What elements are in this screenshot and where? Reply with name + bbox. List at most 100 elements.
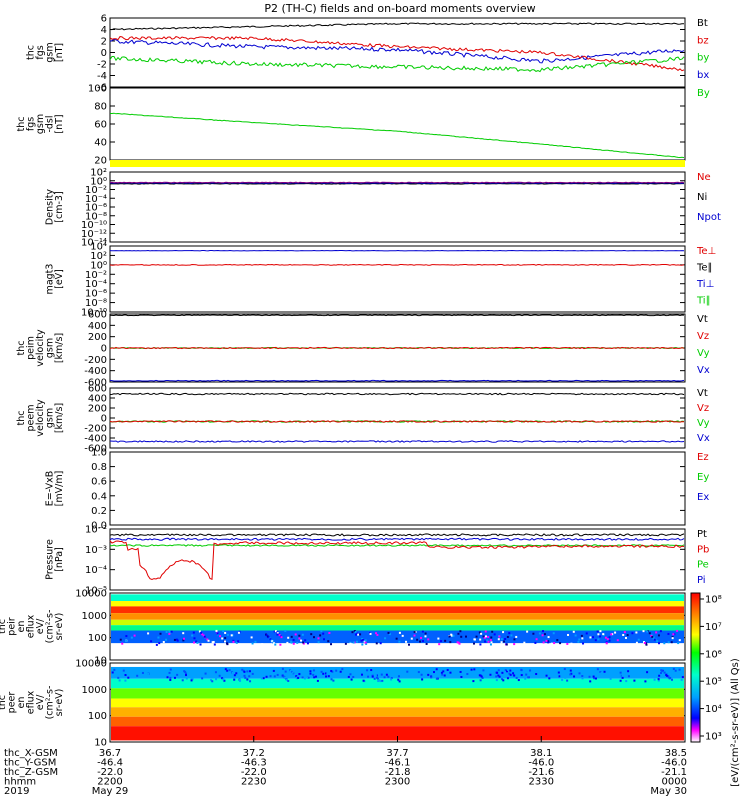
spectrogram-speckle — [233, 678, 236, 681]
spectrogram-speckle — [362, 638, 365, 641]
spectrogram-speckle — [309, 670, 312, 673]
ytick-label: 10⁻⁴ — [85, 565, 107, 576]
series-Vx — [109, 379, 685, 382]
spectrogram-speckle — [323, 638, 326, 641]
spectrogram-speckle — [427, 673, 430, 676]
colorbar-tick-label: 10⁸ — [705, 595, 722, 606]
spectrogram-speckle — [611, 633, 614, 636]
peim-traces — [109, 314, 685, 382]
ytick-label: 10⁻¹⁴ — [81, 238, 107, 249]
spectrogram-speckle — [624, 636, 627, 639]
legend-Vx: Vx — [697, 433, 710, 444]
spectrogram-speckle — [385, 673, 388, 676]
spectrogram-speckle — [278, 634, 281, 637]
spectrogram-speckle — [365, 642, 368, 645]
spectrogram-speckle — [183, 637, 186, 640]
spectrogram-speckle — [253, 667, 256, 670]
spectrogram-speckle — [566, 642, 569, 645]
spectrogram-speckle — [417, 671, 420, 674]
xaxis-value: 2200 — [97, 777, 122, 788]
spectrogram-speckle — [473, 642, 476, 645]
spectrogram-band — [111, 666, 684, 679]
spectrogram-speckle — [339, 670, 342, 673]
spectrogram-speckle — [659, 630, 662, 633]
spectrogram-speckle — [642, 630, 645, 633]
spectrogram-speckle — [631, 632, 634, 635]
spectrogram-speckle — [224, 668, 227, 671]
spectrogram-speckle — [431, 672, 434, 675]
spectrogram-speckle — [449, 641, 452, 644]
ylabel-line: thc — [0, 695, 8, 710]
ylabel-line: sr-eV) — [54, 689, 65, 717]
legend-Ex: Ex — [697, 492, 709, 503]
legend-Ti∥: Ti∥ — [696, 296, 711, 307]
spectrogram-speckle — [535, 638, 538, 641]
spectrogram-speckle — [201, 677, 204, 680]
ytick-label: 0 — [101, 414, 107, 425]
ylabel-line: velocity — [35, 399, 46, 437]
xaxis-value: 36.7 — [99, 748, 121, 759]
ytick-label: -400 — [84, 434, 107, 445]
spectrogram-speckle — [678, 668, 681, 671]
spectrogram-speckle — [327, 675, 330, 678]
spectrogram-speckle — [114, 675, 117, 678]
spectrogram-speckle — [460, 675, 463, 678]
xaxis-row-name: thc_Y-GSM — [4, 758, 56, 769]
spectrogram-speckle — [420, 636, 423, 639]
spectrogram-speckle — [218, 674, 221, 677]
spectrogram-speckle — [504, 638, 507, 641]
spectrogram-speckle — [206, 638, 209, 641]
spectrogram-speckle — [644, 680, 647, 683]
spectrogram-speckle — [274, 630, 277, 633]
ytick-label: 40 — [94, 138, 107, 149]
spectrogram-speckle — [604, 675, 607, 678]
spectrogram-band — [111, 625, 684, 631]
spectrogram-speckle — [332, 679, 335, 682]
legend-bz: bz — [697, 35, 709, 46]
colorbar-scale — [690, 592, 701, 743]
spectrogram-speckle — [398, 631, 401, 634]
spectrogram-speckle — [656, 640, 659, 643]
spectrogram-speckle — [369, 632, 372, 635]
series-by — [109, 56, 685, 73]
spectrogram-speckle — [502, 679, 505, 682]
yellow-flag-bar — [110, 160, 685, 167]
spectrogram-band — [111, 601, 684, 607]
spectrogram-speckle — [405, 640, 408, 643]
spectrogram-speckle — [473, 668, 476, 671]
spectrogram-speckle — [484, 640, 487, 643]
spectrogram-speckle — [501, 671, 504, 674]
spectrogram-speckle — [643, 642, 646, 645]
spectrogram-speckle — [364, 641, 367, 644]
spectrogram-speckle — [627, 675, 630, 678]
spectrogram-speckle — [289, 669, 292, 672]
spectrogram-speckle — [335, 669, 338, 672]
ytick-label: 10⁻¹⁰ — [81, 308, 107, 319]
ytick-label: 10000 — [75, 589, 107, 600]
spectrogram-speckle — [635, 641, 638, 644]
spectrogram-speckle — [653, 638, 656, 641]
ylabel-group: E=-VxB[mV/m] — [45, 471, 66, 507]
spectrogram-speckle — [357, 633, 360, 636]
spectrogram-speckle — [269, 638, 272, 641]
spectrogram-speckle — [272, 669, 275, 672]
spectrogram-speckle — [573, 675, 576, 678]
spectrogram-speckle — [517, 679, 520, 682]
panel-frame — [109, 387, 686, 449]
spectrogram-speckle — [541, 634, 544, 637]
spectrogram-speckle — [410, 637, 413, 640]
spectrogram-speckle — [435, 677, 438, 680]
spectrogram-speckle — [180, 675, 183, 678]
spectrogram-speckle — [226, 643, 229, 646]
ytick-label: 60 — [94, 120, 107, 131]
ylabel-line: (cm²-s- — [45, 686, 56, 720]
spectrogram-speckle — [301, 676, 304, 679]
spectrogram-speckle — [113, 668, 116, 671]
spectrogram-speckle — [213, 643, 216, 646]
spectrogram-speckle — [610, 633, 613, 636]
spectrogram-speckle — [294, 633, 297, 636]
spectrogram-speckle — [487, 640, 490, 643]
spectrogram-speckle — [196, 641, 199, 644]
